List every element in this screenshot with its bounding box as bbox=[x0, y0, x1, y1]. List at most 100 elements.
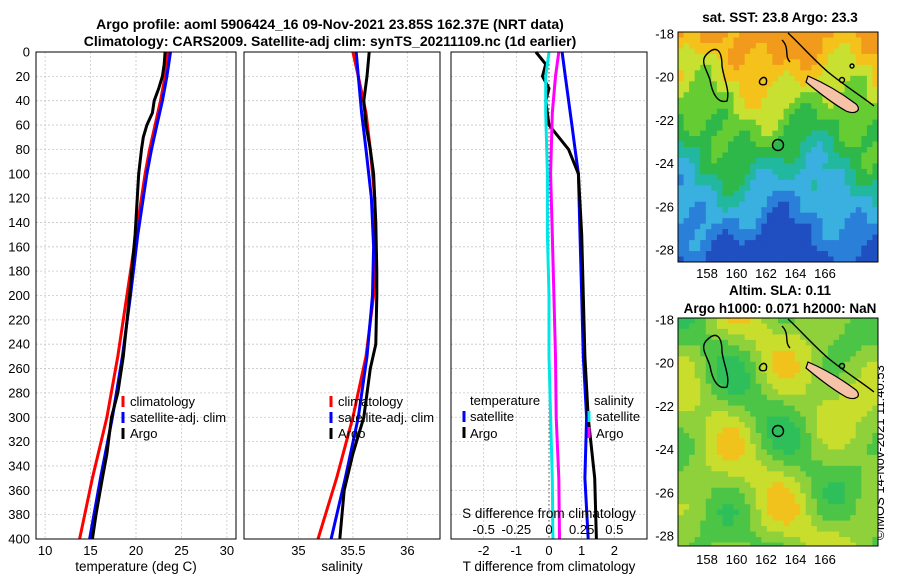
map-cell bbox=[755, 245, 762, 252]
map-cell bbox=[761, 504, 768, 511]
map-cell bbox=[800, 190, 807, 197]
map-cell bbox=[678, 125, 684, 131]
map-cell bbox=[839, 411, 846, 417]
map-cell bbox=[750, 103, 757, 110]
map-cell bbox=[816, 433, 823, 439]
map-cell bbox=[828, 361, 834, 368]
map-cell bbox=[766, 108, 773, 115]
map-cell bbox=[744, 201, 751, 208]
map-cell bbox=[794, 75, 801, 82]
map-cell bbox=[750, 212, 757, 219]
map-cell bbox=[766, 482, 773, 489]
map-cell bbox=[800, 471, 807, 478]
map-cell bbox=[755, 356, 762, 363]
map-cell bbox=[683, 422, 690, 428]
map-cell bbox=[694, 152, 701, 159]
map-cell bbox=[733, 163, 740, 170]
map-cell bbox=[716, 157, 723, 164]
map-cell bbox=[744, 240, 751, 246]
map-cell bbox=[766, 185, 773, 192]
map-cell bbox=[855, 37, 862, 44]
map-cell bbox=[789, 433, 796, 439]
map-cell bbox=[811, 64, 818, 71]
map-cell bbox=[683, 92, 690, 99]
map-cell bbox=[822, 251, 829, 257]
map-cell bbox=[778, 114, 784, 121]
map-cell bbox=[694, 498, 701, 505]
map-cell bbox=[744, 179, 751, 186]
map-cell bbox=[678, 476, 684, 483]
map-cell bbox=[728, 542, 734, 546]
map-cell bbox=[678, 504, 684, 511]
map-cell bbox=[761, 108, 768, 115]
map-cell bbox=[678, 251, 684, 257]
map-cell bbox=[805, 136, 812, 142]
map-cell bbox=[833, 504, 840, 511]
map-cell bbox=[811, 520, 818, 527]
map-cell bbox=[872, 405, 878, 412]
map-cell bbox=[766, 196, 773, 203]
map-cell bbox=[733, 212, 740, 219]
map-cell bbox=[789, 201, 796, 208]
map-cell bbox=[744, 405, 751, 412]
map-cell bbox=[766, 526, 773, 532]
map-cell bbox=[861, 185, 868, 192]
map-cell bbox=[839, 32, 846, 38]
map-cell bbox=[800, 323, 807, 330]
map-cell bbox=[716, 223, 723, 230]
map-cell bbox=[872, 48, 878, 55]
map-cell bbox=[716, 86, 723, 93]
map-cell bbox=[689, 179, 696, 186]
map-cell bbox=[816, 185, 823, 192]
map-cell bbox=[794, 42, 801, 49]
map-cell bbox=[772, 218, 779, 225]
map-cell bbox=[839, 70, 846, 77]
map-cell bbox=[733, 32, 740, 38]
map-cell bbox=[778, 323, 784, 330]
map-cell bbox=[750, 75, 757, 82]
map-cell bbox=[722, 476, 729, 483]
map-cell bbox=[816, 345, 823, 352]
map-cell bbox=[805, 251, 812, 257]
map-cell bbox=[711, 125, 718, 131]
map-cell bbox=[816, 487, 823, 494]
map-cell bbox=[800, 97, 807, 104]
map-cell bbox=[789, 372, 796, 379]
map-cell bbox=[816, 526, 823, 532]
map-cell bbox=[833, 223, 840, 230]
map-cell bbox=[755, 465, 762, 472]
map-cell bbox=[872, 356, 878, 363]
map-cell bbox=[678, 32, 684, 38]
map-cell bbox=[766, 141, 773, 148]
y-tick-label: 240 bbox=[8, 337, 30, 352]
map-cell bbox=[839, 147, 846, 153]
map-cell bbox=[861, 422, 868, 428]
map-cell bbox=[861, 136, 868, 142]
map-cell bbox=[783, 136, 790, 142]
map-cell bbox=[728, 323, 734, 330]
map-cell bbox=[778, 245, 784, 252]
map-cell bbox=[700, 81, 707, 88]
map-cell bbox=[844, 411, 851, 417]
map-cell bbox=[678, 454, 684, 461]
map-cell bbox=[794, 323, 801, 330]
map-cell bbox=[828, 487, 834, 494]
map-cell bbox=[872, 163, 878, 170]
map-cell bbox=[855, 400, 862, 407]
map-cell bbox=[733, 427, 740, 434]
map-cell bbox=[733, 460, 740, 467]
map-cell bbox=[794, 520, 801, 527]
map-cell bbox=[872, 207, 878, 214]
map-cell bbox=[750, 223, 757, 230]
map-cell bbox=[744, 422, 751, 428]
map-cell bbox=[728, 92, 734, 99]
map-cell bbox=[828, 152, 834, 159]
map-cell bbox=[811, 130, 818, 137]
map-cell bbox=[833, 400, 840, 407]
map-cell bbox=[772, 240, 779, 246]
map-cell bbox=[872, 465, 878, 472]
map-cell bbox=[839, 493, 846, 500]
map-cell bbox=[805, 48, 812, 55]
map-cell bbox=[739, 318, 746, 324]
map-cell bbox=[772, 383, 779, 390]
